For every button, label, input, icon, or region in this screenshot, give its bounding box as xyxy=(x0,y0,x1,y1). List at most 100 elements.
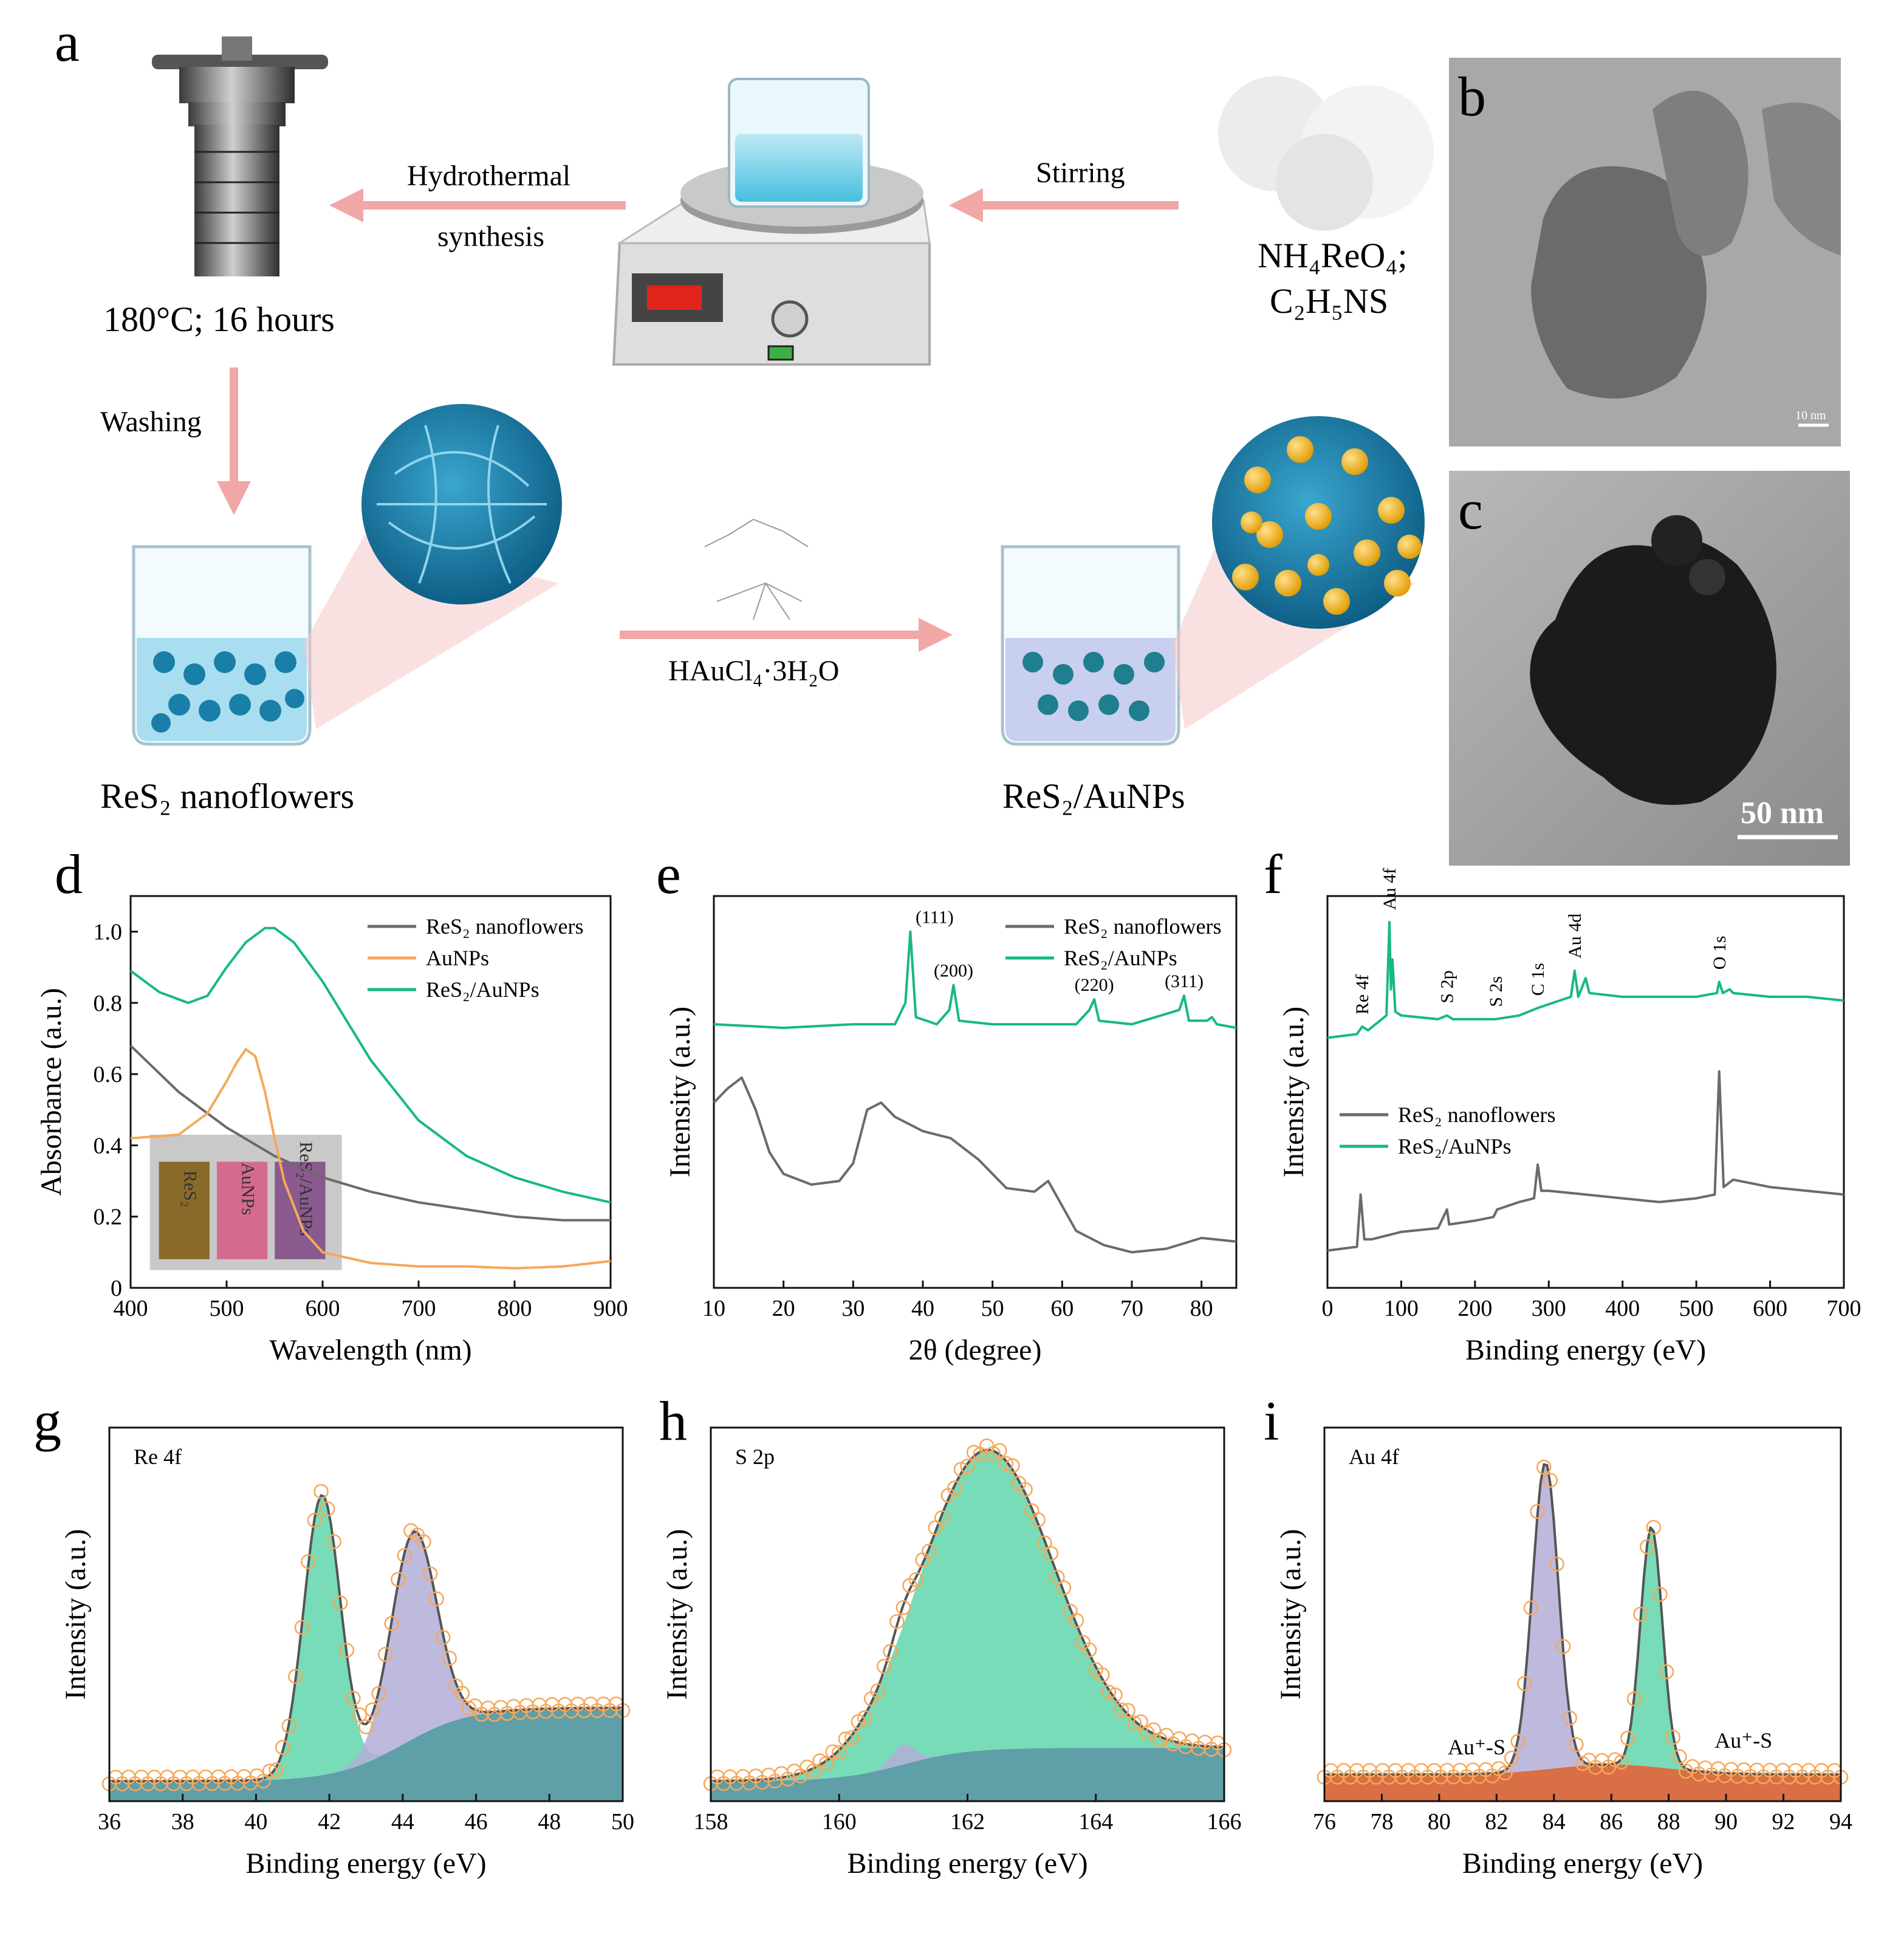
raw-data-point xyxy=(921,1544,937,1559)
raw-data-point xyxy=(442,1651,457,1666)
series-line xyxy=(129,926,611,1204)
series-line xyxy=(1327,1070,1844,1252)
raw-data-point xyxy=(883,1644,898,1659)
legend-label: ReS₂/AuNPs xyxy=(1064,946,1177,970)
raw-data-point xyxy=(281,1719,296,1734)
peak-label: (311) xyxy=(1165,971,1204,991)
legend-label: AuNPs xyxy=(426,946,489,970)
panel-letter-e: e xyxy=(656,843,681,905)
raw-data-point xyxy=(294,1620,310,1635)
raw-data-point xyxy=(960,1459,975,1474)
x-tick-label: 160 xyxy=(822,1809,857,1835)
series-line xyxy=(1327,921,1844,1039)
powder-icon xyxy=(1218,76,1434,231)
legend-label: ReS₂ nanoflowers xyxy=(426,914,584,939)
raw-data-point xyxy=(998,1456,1014,1471)
raw-data-point xyxy=(1620,1730,1635,1746)
panel-letter-d: d xyxy=(55,843,83,905)
raw-data-point xyxy=(857,1710,872,1725)
x-tick-label: 166 xyxy=(1207,1809,1242,1835)
plot-frame xyxy=(1323,1426,1842,1802)
x-tick-label: 800 xyxy=(498,1296,532,1321)
x-tick-label: 50 xyxy=(611,1809,634,1835)
raw-data-point xyxy=(818,1756,834,1771)
vial-label: AuNPs xyxy=(238,1163,258,1216)
raw-data-point xyxy=(275,1740,290,1755)
raw-data-point xyxy=(1517,1676,1532,1691)
peak-label: (220) xyxy=(1075,975,1114,995)
tem-image-b: b 10 nm xyxy=(1449,58,1841,446)
annotation-label: Au⁺-S xyxy=(1448,1735,1505,1759)
conditions: 180°C; 16 hours xyxy=(103,299,335,339)
raw-data-point xyxy=(461,1700,476,1716)
panel-letter-f: f xyxy=(1264,843,1282,905)
x-tick-label: 78 xyxy=(1370,1809,1393,1835)
raw-data-point xyxy=(320,1501,335,1517)
raw-data-point xyxy=(1659,1664,1674,1680)
x-axis-title: Binding energy (eV) xyxy=(1462,1847,1703,1880)
raw-data-point xyxy=(346,1691,361,1706)
beaker-res2-icon xyxy=(132,404,562,746)
raw-data-point xyxy=(371,1686,386,1701)
panel-inner-label: Au 4f xyxy=(1349,1445,1399,1469)
x-tick-label: 84 xyxy=(1543,1809,1566,1835)
raw-data-point xyxy=(1607,1752,1623,1767)
panel-letter-b: b xyxy=(1458,66,1486,128)
raw-data-point xyxy=(1536,1459,1552,1475)
legend-label: ReS₂ nanoflowers xyxy=(1398,1103,1556,1127)
raw-data-point xyxy=(288,1669,303,1684)
product-res2: ReS₂ nanoflowers xyxy=(100,776,354,816)
tem-image-c: c 50 nm xyxy=(1449,471,1850,866)
raw-data-point xyxy=(1504,1750,1519,1766)
x-tick-label: 400 xyxy=(1605,1296,1640,1321)
x-tick-label: 50 xyxy=(981,1296,1004,1321)
raw-data-point xyxy=(1523,1600,1539,1616)
x-tick-label: 82 xyxy=(1485,1809,1508,1835)
x-tick-label: 10 xyxy=(702,1296,725,1321)
raw-data-point xyxy=(1030,1512,1046,1527)
plot-frame xyxy=(1326,895,1845,1289)
magnetic-stirrer-icon xyxy=(612,78,931,366)
x-tick-label: 60 xyxy=(1050,1296,1074,1321)
peak-label: Au 4f xyxy=(1380,868,1400,910)
raw-data-point xyxy=(333,1595,348,1610)
panel-letter-h: h xyxy=(659,1390,687,1452)
raw-data-point xyxy=(301,1554,316,1569)
x-tick-label: 94 xyxy=(1829,1809,1852,1835)
raw-data-point xyxy=(1069,1613,1084,1628)
chart-panel-h: 158 160 162 164 166 Binding energy (eV) Intens… xyxy=(661,1426,1242,1880)
x-tick-label: 700 xyxy=(1827,1296,1861,1321)
x-tick-label: 0 xyxy=(1322,1296,1334,1321)
panel-letter-a: a xyxy=(55,11,80,73)
raw-data-point xyxy=(1646,1519,1662,1535)
x-tick-label: 164 xyxy=(1078,1809,1113,1835)
raw-data-point xyxy=(889,1614,905,1629)
x-tick-label: 40 xyxy=(244,1809,267,1835)
component-peak xyxy=(711,1449,1224,1781)
raw-data-point xyxy=(832,1745,847,1760)
x-tick-label: 38 xyxy=(171,1809,194,1835)
panel-inner-label: Re 4f xyxy=(134,1445,182,1469)
x-tick-label: 100 xyxy=(1384,1296,1419,1321)
x-tick-label: 300 xyxy=(1532,1296,1566,1321)
raw-data-point xyxy=(1056,1580,1072,1595)
scale-label-c: 50 nm xyxy=(1741,796,1824,830)
x-tick-label: 46 xyxy=(465,1809,488,1835)
raw-data-point xyxy=(1101,1685,1117,1700)
y-axis-title: Intensity (a.u.) xyxy=(664,1007,696,1177)
raw-data-point xyxy=(1114,1702,1129,1717)
raw-data-point xyxy=(870,1683,885,1699)
y-tick-label: 0.4 xyxy=(94,1133,123,1158)
peak-label: O 1s xyxy=(1710,936,1730,970)
chart-panel-i: 76 78 80 82 84 86 88 90 92 94 Binding energy (eV) I… xyxy=(1275,1426,1852,1880)
raw-data-point xyxy=(947,1480,962,1496)
raw-data-point xyxy=(1043,1545,1059,1561)
x-tick-label: 92 xyxy=(1772,1809,1795,1835)
raw-data-point xyxy=(1569,1737,1584,1752)
raw-data-point xyxy=(269,1762,284,1777)
peak-label: (111) xyxy=(916,908,954,928)
raw-data-point xyxy=(397,1548,413,1563)
y-tick-label: 1.0 xyxy=(94,920,123,945)
raw-data-point xyxy=(262,1764,278,1779)
product-res2-aunps: ReS₂/AuNPs xyxy=(1002,776,1185,816)
